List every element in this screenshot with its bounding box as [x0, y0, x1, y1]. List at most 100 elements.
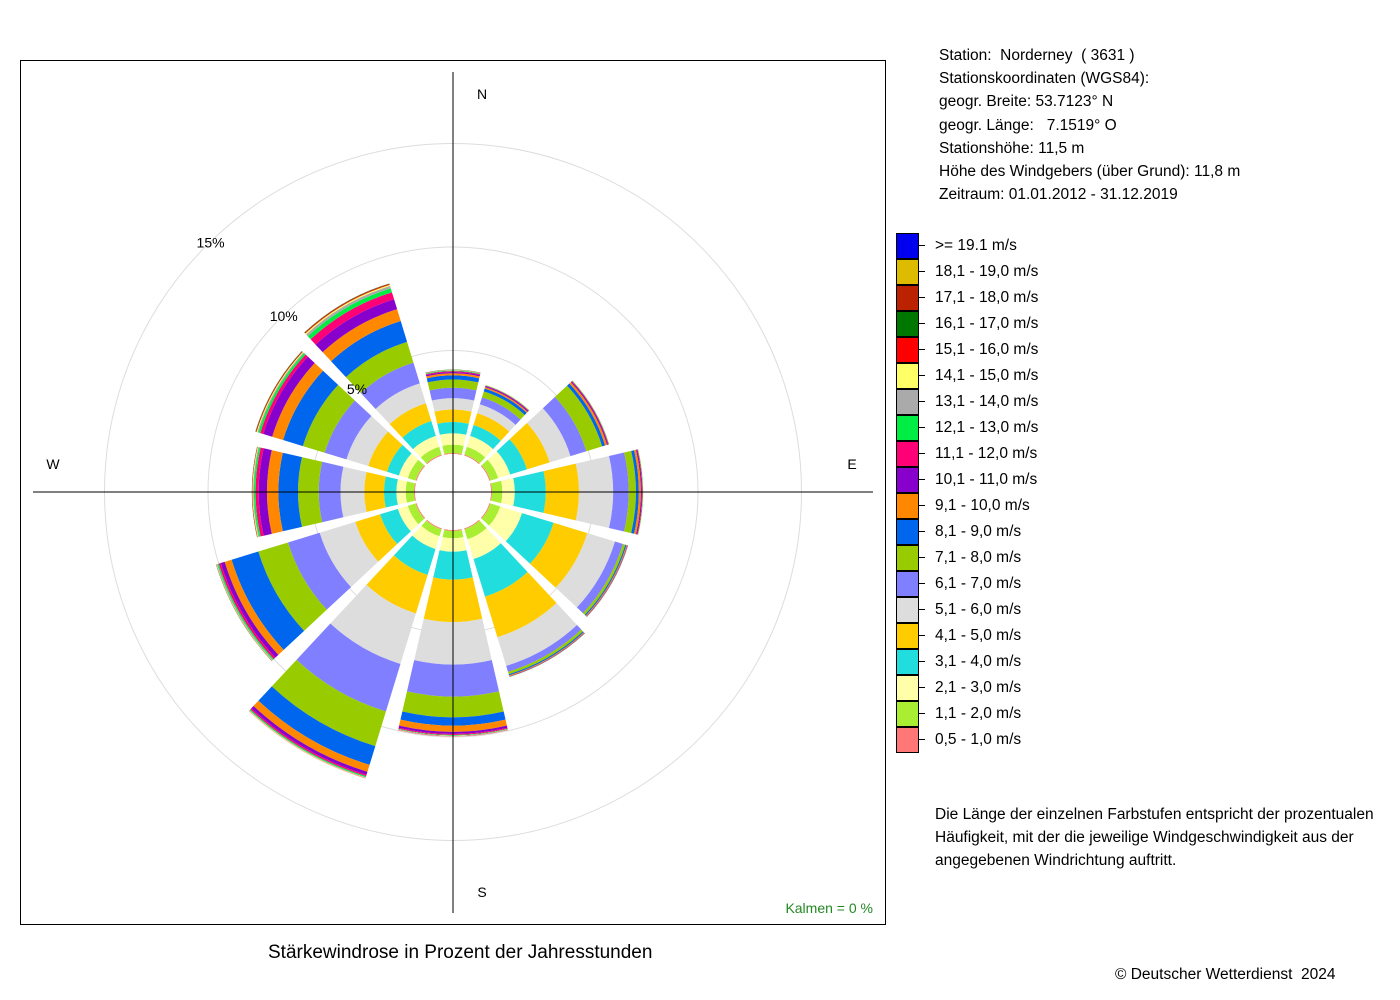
legend-swatch — [896, 675, 919, 701]
ring-label-15: 15% — [197, 235, 225, 251]
legend-item: 11,1 - 12,0 m/s — [896, 441, 1096, 467]
sector-band-30-1 — [464, 446, 486, 464]
legend-item: 17,1 - 18,0 m/s — [896, 285, 1096, 311]
legend-item: 15,1 - 16,0 m/s — [896, 337, 1096, 363]
legend-swatch — [896, 727, 919, 753]
sector-band-210-6 — [296, 623, 401, 712]
legend-label: 16,1 - 17,0 m/s — [935, 315, 1039, 332]
sector-band-240-6 — [287, 532, 352, 610]
legend-label: 8,1 - 9,0 m/s — [935, 523, 1022, 540]
legend-item: 8,1 - 9,0 m/s — [896, 519, 1096, 545]
explanation-note: Die Länge der einzelnen Farbstufen entsp… — [935, 806, 1374, 869]
sector-band-330-10 — [315, 299, 398, 353]
sector-band-60-0 — [480, 465, 491, 481]
sector-band-30-6 — [479, 397, 521, 425]
sector-band-210-7 — [271, 659, 386, 747]
legend-label: 7,1 - 8,0 m/s — [935, 549, 1022, 566]
legend-label: 2,1 - 3,0 m/s — [935, 679, 1022, 696]
sector-band-330-1 — [420, 446, 442, 464]
sector-band-240-1 — [407, 503, 425, 525]
sector-band-330-12 — [307, 288, 392, 340]
sector-band-300-2 — [398, 453, 419, 479]
legend-label: 14,1 - 15,0 m/s — [935, 367, 1039, 384]
legend-swatch — [896, 571, 919, 597]
sector-band-180-12 — [398, 728, 508, 736]
legend-item: 0,5 - 1,0 m/s — [896, 727, 1096, 753]
direction-label-s: S — [477, 884, 486, 900]
sector-band-0-16 — [425, 369, 481, 373]
legend-label: 13,1 - 14,0 m/s — [935, 393, 1039, 410]
legend-label: 1,1 - 2,0 m/s — [935, 705, 1022, 722]
legend-tick — [919, 323, 925, 324]
sector-band-90-13 — [638, 449, 644, 535]
ring-label-10: 10% — [270, 308, 298, 324]
direction-label-e: E — [847, 456, 856, 472]
sector-band-180-15 — [398, 729, 508, 737]
sector-band-300-3 — [386, 444, 412, 476]
legend-tick — [919, 609, 925, 610]
legend-tick — [919, 375, 925, 376]
sector-band-210-1 — [421, 520, 442, 537]
legend-label: 0,5 - 1,0 m/s — [935, 731, 1022, 748]
sector-band-330-13 — [306, 286, 391, 337]
sector-band-270-15 — [252, 446, 258, 538]
sector-band-240-8 — [231, 551, 305, 650]
sector-band-120-0 — [480, 503, 491, 519]
sector-band-150-3 — [473, 543, 528, 597]
legend-label: 5,1 - 6,0 m/s — [935, 601, 1022, 618]
sector-band-150-1 — [464, 520, 487, 540]
axis-layer — [33, 72, 873, 913]
sector-band-60-5 — [526, 408, 571, 463]
sector-band-30-9 — [484, 387, 528, 413]
sector-band-0-10 — [426, 372, 480, 377]
sector-band-0-12 — [425, 370, 481, 375]
legend-swatch — [896, 363, 919, 389]
legend-item: >= 19.1 m/s — [896, 233, 1096, 259]
sector-band-60-9 — [569, 382, 608, 446]
station-elevation: Stationshöhe: 11,5 m — [939, 139, 1085, 157]
legend-item: 6,1 - 7,0 m/s — [896, 571, 1096, 597]
sector-band-300-7 — [302, 384, 355, 453]
legend-swatch — [896, 415, 919, 441]
legend-tick — [919, 687, 925, 688]
legend-item: 12,1 - 13,0 m/s — [896, 415, 1096, 441]
sector-band-240-2 — [397, 505, 419, 532]
sector-band-30-2 — [466, 435, 494, 458]
sector-band-300-10 — [263, 356, 315, 437]
sector-band-270-14 — [252, 446, 259, 538]
sector-band-210-5 — [330, 584, 416, 664]
sector-band-330-11 — [310, 292, 395, 345]
sector-band-60-6 — [542, 396, 587, 457]
sector-band-180-13 — [398, 729, 508, 736]
sector-band-240-4 — [355, 514, 398, 562]
sector-band-180-11 — [398, 727, 508, 735]
label-layer: 5% 10% 15% N E S W — [46, 86, 856, 900]
legend-tick — [919, 557, 925, 558]
station-info: Station: Norderney ( 3631 ) Stationskoor… — [939, 44, 1240, 206]
sector-band-240-7 — [258, 542, 327, 631]
sector-band-330-0 — [426, 454, 442, 465]
sector-band-270-12 — [253, 447, 261, 537]
station-coordinates-heading: Stationskoordinaten (WGS84): — [939, 70, 1150, 88]
sector-band-90-9 — [634, 449, 641, 535]
sector-band-330-8 — [331, 321, 408, 378]
direction-sector-120 — [480, 503, 629, 618]
sector-band-300-4 — [368, 431, 403, 472]
sector-band-300-5 — [346, 415, 389, 467]
station-latitude: geogr. Breite: 53.7123° N — [939, 93, 1114, 111]
legend-item: 5,1 - 6,0 m/s — [896, 597, 1096, 623]
sector-band-300-1 — [407, 459, 425, 481]
legend-tick — [919, 245, 925, 246]
legend-item: 3,1 - 4,0 m/s — [896, 649, 1096, 675]
legend-label: 12,1 - 13,0 m/s — [935, 419, 1039, 436]
direction-sector-330 — [304, 283, 442, 465]
station-longitude: geogr. Länge: 7.1519° O — [939, 116, 1117, 134]
legend-swatch — [896, 389, 919, 415]
legend-item: 2,1 - 3,0 m/s — [896, 675, 1096, 701]
legend-label: 3,1 - 4,0 m/s — [935, 653, 1022, 670]
legend-swatch — [896, 233, 919, 259]
legend-item: 13,1 - 14,0 m/s — [896, 389, 1096, 415]
legend-label: 10,1 - 11,0 m/s — [935, 471, 1038, 488]
legend-item: 18,1 - 19,0 m/s — [896, 259, 1096, 285]
legend-swatch — [896, 311, 919, 337]
